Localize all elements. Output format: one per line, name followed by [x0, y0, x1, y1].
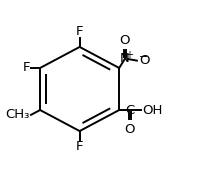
Text: F: F: [76, 25, 83, 38]
Text: C: C: [125, 104, 134, 117]
Text: +: +: [125, 50, 133, 60]
Text: OH: OH: [142, 104, 162, 117]
Text: −: −: [139, 52, 148, 62]
Text: N: N: [120, 52, 130, 65]
Text: CH₃: CH₃: [6, 108, 30, 121]
Text: O: O: [120, 34, 130, 47]
Text: F: F: [23, 61, 30, 74]
Text: O: O: [124, 123, 135, 136]
Text: F: F: [76, 140, 83, 153]
Text: O: O: [139, 54, 150, 67]
